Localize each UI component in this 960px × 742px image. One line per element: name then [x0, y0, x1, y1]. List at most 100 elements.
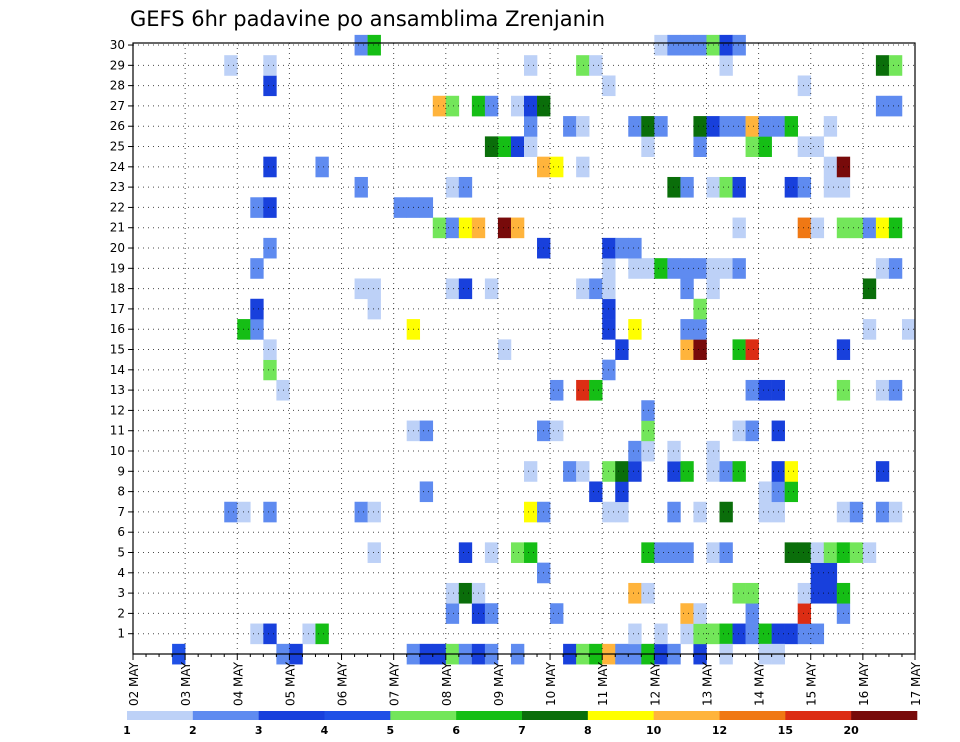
heatmap-cell: [732, 217, 746, 239]
heatmap-cell: [693, 603, 707, 624]
heatmap-cell: [641, 400, 655, 421]
heatmap-cell: [445, 217, 460, 239]
heatmap-cell: [875, 501, 890, 523]
heatmap-cell: [628, 237, 642, 259]
legend-swatch: [390, 711, 457, 720]
y-tick-label: 2: [117, 606, 125, 620]
heatmap-cell: [458, 217, 473, 239]
x-tick-label: 04 MAY: [231, 661, 245, 706]
heatmap-cell: [654, 258, 668, 279]
heatmap-cell: [315, 156, 329, 178]
legend-label: 2: [189, 724, 197, 737]
heatmap-cell: [458, 582, 473, 604]
heatmap-cell: [680, 542, 694, 563]
heatmap-cell: [732, 461, 746, 482]
y-tick-label: 27: [110, 99, 125, 113]
grid: [133, 43, 915, 654]
heatmap-cell: [693, 298, 707, 320]
heatmap-cell: [693, 501, 707, 523]
y-tick-label: 11: [110, 424, 125, 438]
x-tick-label: 02 MAY: [127, 661, 141, 706]
heatmap-cell: [797, 542, 812, 563]
heatmap-cell: [641, 440, 655, 462]
heatmap-cell: [263, 197, 277, 218]
y-tick-label: 4: [117, 566, 125, 580]
heatmap-cell: [745, 603, 759, 624]
heatmap-cell: [862, 542, 877, 563]
heatmap-cell: [732, 420, 746, 442]
heatmap-cell: [719, 623, 733, 645]
heatmap-cell: [615, 237, 629, 259]
heatmap-cell: [510, 136, 525, 157]
legend-swatch: [192, 711, 259, 720]
y-tick-label: 9: [117, 464, 125, 478]
heatmap-cell: [823, 562, 838, 584]
heatmap-cell: [745, 339, 759, 360]
heatmap-cell: [445, 176, 460, 198]
heatmap-cell: [367, 542, 381, 563]
heatmap-cell: [354, 501, 368, 523]
heatmap-cell: [888, 55, 903, 76]
heatmap-cell: [680, 339, 694, 360]
heatmap-cell: [888, 95, 903, 117]
legend-label: 8: [584, 724, 592, 737]
x-tick-label: 12 MAY: [648, 661, 662, 706]
heatmap-cell: [250, 623, 264, 645]
heatmap-cell: [263, 237, 277, 259]
legend-label: 6: [452, 724, 460, 737]
heatmap-cell: [693, 319, 707, 340]
heatmap-cell: [680, 176, 694, 198]
heatmap-cell: [524, 461, 538, 482]
heatmap-cell: [432, 95, 447, 117]
heatmap-cell: [680, 623, 694, 645]
heatmap-cell: [810, 582, 825, 604]
x-tick-label: 03 MAY: [179, 661, 193, 706]
heatmap-cell: [432, 217, 447, 239]
heatmap-cell: [524, 55, 538, 76]
heatmap-cell: [419, 420, 434, 442]
heatmap-cell: [797, 582, 812, 604]
heatmap-cell: [510, 95, 525, 117]
heatmap-cell: [576, 461, 590, 482]
heatmap-cell: [758, 501, 772, 523]
heatmap-cell: [628, 623, 642, 645]
heatmap-cell: [250, 319, 264, 340]
heatmap-cell: [797, 623, 812, 645]
heatmap-cell: [784, 116, 798, 137]
heatmap-cell: [810, 217, 825, 239]
heatmap-cell: [550, 379, 564, 401]
heatmap-cell: [797, 75, 812, 97]
x-tick-label: 08 MAY: [440, 661, 454, 706]
heatmap-cell: [550, 420, 564, 442]
legend-swatch: [127, 711, 194, 720]
heatmap-cell: [888, 217, 903, 239]
heatmap-cell: [654, 542, 668, 563]
y-tick-label: 26: [110, 119, 125, 133]
heatmap-cell: [667, 440, 681, 462]
heatmap-cell: [719, 34, 733, 56]
plot-frame: [132, 42, 916, 655]
heatmap-cell: [224, 55, 238, 76]
heatmap-cell: [589, 481, 603, 503]
x-axis: 02 MAY 03 MAY 04 MAY 05 MAY 06 MAY 07 MAY 08 M…: [127, 654, 923, 706]
heatmap-cell: [719, 258, 733, 279]
heatmap-cell: [654, 34, 668, 56]
heatmap-cell: [654, 116, 668, 137]
y-tick-label: 20: [110, 241, 125, 255]
heatmap-cell: [524, 95, 538, 117]
heatmap-cell: [589, 55, 603, 76]
heatmap-cell: [797, 136, 812, 157]
heatmap-cell: [667, 542, 681, 563]
heatmap-cell: [497, 339, 512, 360]
heatmap-cell: [367, 501, 381, 523]
heatmap-cell: [550, 603, 564, 624]
heatmap-cell: [354, 176, 368, 198]
legend-label: 15: [778, 724, 793, 737]
heatmap-cell: [693, 136, 707, 157]
heatmap-cell: [263, 156, 277, 178]
y-tick-label: 10: [110, 444, 125, 458]
x-tick-label: 06 MAY: [336, 661, 350, 706]
heatmap-cell: [797, 217, 812, 239]
x-tick-label: 13 MAY: [700, 661, 714, 706]
heatmap-cell: [250, 197, 264, 218]
